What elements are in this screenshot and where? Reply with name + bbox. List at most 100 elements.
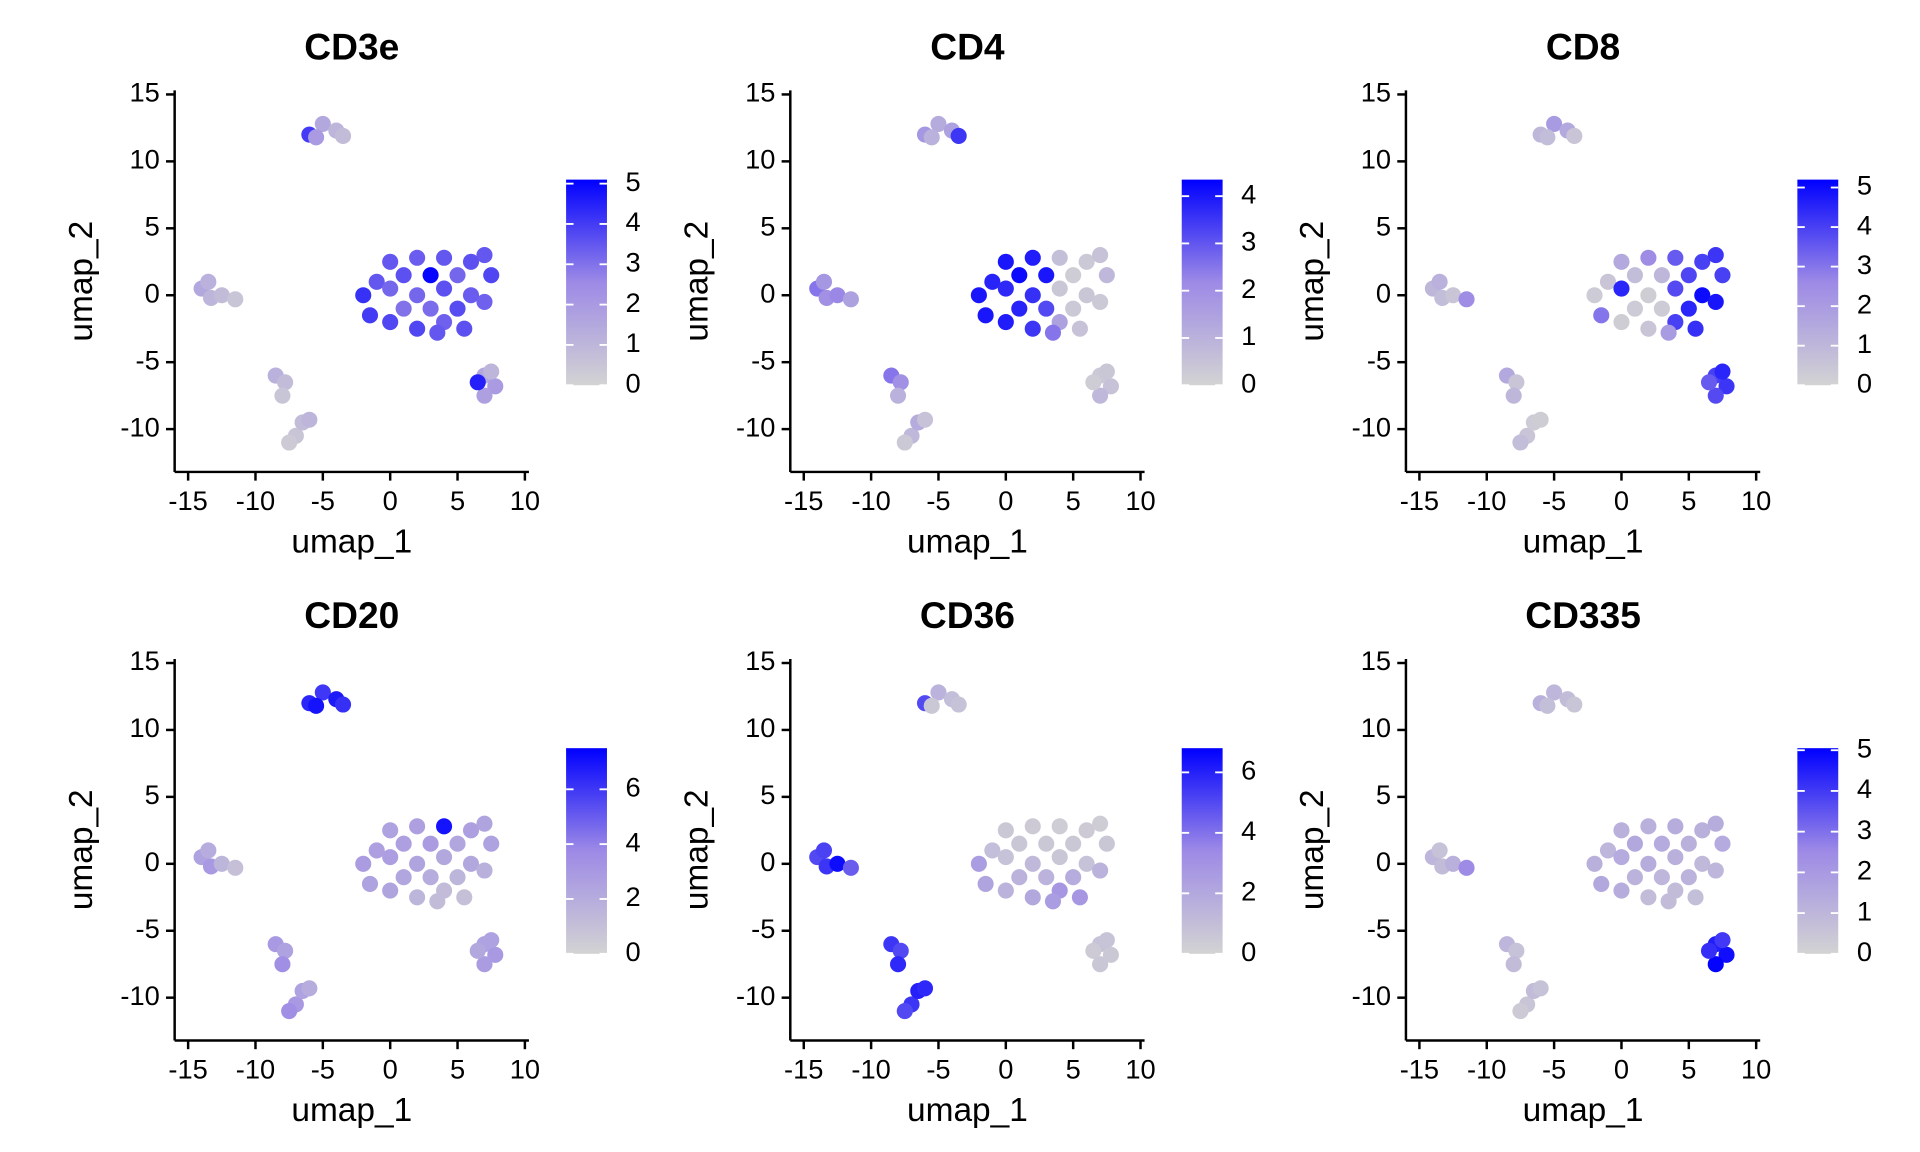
cell-point [984, 842, 1001, 859]
cell-point [227, 291, 244, 308]
x-tick-label: 0 [1614, 485, 1629, 516]
cell-point [1660, 893, 1677, 910]
y-tick-label: 10 [129, 144, 159, 175]
cell-point [476, 247, 493, 264]
y-tick-label: 15 [129, 645, 159, 676]
cell-point [1667, 249, 1684, 266]
x-tick-label: -10 [236, 1054, 275, 1085]
cell-point [274, 956, 291, 973]
cell-point [382, 882, 399, 899]
cell-point [308, 129, 325, 146]
x-tick-label: -15 [1400, 485, 1439, 516]
cell-point [476, 293, 493, 310]
cell-point [368, 842, 385, 859]
cell-point [829, 287, 846, 304]
cell-point [1011, 835, 1028, 852]
y-tick-label: -5 [1367, 913, 1391, 944]
y-tick-label: 15 [745, 77, 775, 108]
cell-point [1599, 273, 1617, 290]
colorbar-tick-label: 6 [1241, 755, 1256, 786]
cell-point [462, 287, 480, 304]
cell-point [1714, 835, 1731, 852]
cell-point [1613, 313, 1630, 331]
cell-point [462, 822, 480, 839]
colorbar [566, 179, 607, 386]
cell-point [923, 697, 940, 714]
cell-point [916, 411, 934, 428]
y-tick-label: 5 [760, 779, 775, 810]
y-tick-label: 0 [145, 846, 160, 877]
cell-point [1038, 267, 1055, 284]
x-axis-label: umap_1 [907, 1092, 1028, 1129]
cell-point [456, 889, 473, 906]
chart-title: CD8 [1546, 25, 1620, 67]
cell-point [314, 115, 331, 132]
x-tick-label: 10 [510, 1054, 540, 1085]
x-tick-label: -10 [1467, 1054, 1506, 1085]
cell-point [483, 835, 500, 852]
cell-point [200, 273, 217, 290]
x-axis-label: umap_1 [1523, 1092, 1644, 1129]
cell-point [950, 127, 967, 144]
cell-point [930, 115, 947, 132]
y-tick-label: -10 [736, 411, 775, 442]
cell-point [1707, 862, 1724, 879]
y-tick-label: 10 [129, 712, 159, 743]
colorbar-tick-label: 5 [1857, 170, 1872, 201]
y-tick-label: -10 [1352, 411, 1391, 442]
y-tick-label: 0 [145, 277, 160, 308]
cell-point [1065, 267, 1082, 284]
cell-point [1694, 253, 1711, 270]
x-tick-label: -15 [784, 1054, 823, 1085]
cell-point [281, 1003, 298, 1020]
colorbar-tick-label: 1 [1241, 320, 1256, 351]
cell-point [409, 320, 426, 337]
cell-point [382, 280, 399, 297]
x-tick-label: -5 [926, 1054, 950, 1085]
cell-point [1626, 267, 1643, 284]
y-tick-label: -10 [1352, 980, 1391, 1011]
cell-point [436, 818, 453, 835]
cell-point [1445, 287, 1462, 304]
colorbar-tick-label: 1 [1857, 328, 1872, 359]
colorbar-tick-label: 4 [1241, 815, 1256, 846]
cell-point [436, 249, 453, 266]
cell-point [1687, 889, 1704, 906]
cell-point [382, 822, 399, 839]
cell-point [1085, 374, 1102, 391]
cell-point [227, 859, 244, 876]
cell-point [1667, 818, 1684, 835]
cell-point [1512, 434, 1529, 451]
cell-point [1512, 1003, 1529, 1020]
x-tick-label: 0 [383, 485, 398, 516]
y-axis-label: umap_2 [1294, 789, 1331, 910]
cell-point [1044, 324, 1062, 341]
cell-point [1505, 387, 1522, 404]
cell-point [977, 875, 994, 892]
x-tick-label: -5 [926, 485, 950, 516]
cell-point [1653, 869, 1670, 886]
cell-point [483, 363, 500, 380]
cell-point [409, 818, 426, 835]
y-tick-label: 10 [1361, 144, 1391, 175]
colorbar-tick-label: 3 [1241, 226, 1256, 257]
cell-point [1680, 267, 1697, 284]
cell-point [970, 855, 987, 872]
y-tick-label: 5 [760, 211, 775, 242]
cell-point [1092, 247, 1109, 264]
cell-point [892, 942, 909, 959]
y-tick-label: -5 [751, 344, 775, 375]
colorbar-tick-label: 3 [626, 246, 641, 277]
cell-point [1660, 324, 1677, 341]
cell-point [1707, 247, 1724, 264]
cell-point [1707, 293, 1724, 310]
cell-point [1078, 822, 1095, 839]
cell-point [1065, 869, 1082, 886]
cell-point [1539, 697, 1556, 714]
cell-point [1613, 280, 1630, 297]
cell-point [1613, 822, 1630, 839]
cell-point [1445, 855, 1462, 872]
y-tick-label: 0 [1376, 277, 1391, 308]
y-tick-label: -10 [120, 411, 159, 442]
cell-point [1539, 129, 1556, 146]
